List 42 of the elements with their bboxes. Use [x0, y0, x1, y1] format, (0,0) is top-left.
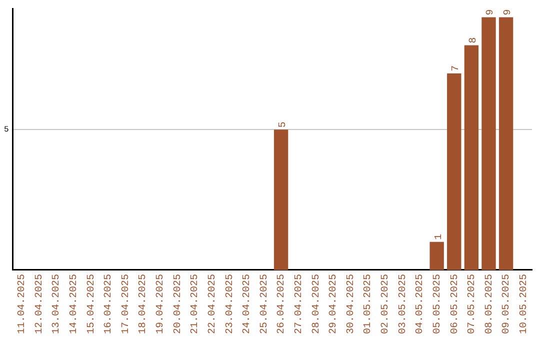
bar	[464, 45, 479, 270]
x-tick-label: 12.04.2025	[34, 274, 46, 334]
x-tick-label: 14.04.2025	[69, 274, 80, 334]
x-tick-label: 24.04.2025	[242, 274, 254, 334]
bar	[274, 130, 288, 270]
x-tick-label: 06.05.2025	[450, 274, 461, 334]
x-tick-label: 26.04.2025	[276, 274, 288, 334]
x-tick-label: 28.04.2025	[311, 274, 322, 334]
data-label: 9	[503, 9, 514, 16]
x-tick-label: 15.04.2025	[86, 274, 98, 334]
x-tick-label: 23.04.2025	[224, 274, 236, 334]
x-tick-label: 22.04.2025	[207, 274, 218, 334]
bar	[498, 17, 514, 270]
x-tick-label: 27.04.2025	[294, 274, 305, 334]
data-label: 7	[451, 65, 462, 72]
x-tick-label: 09.05.2025	[502, 274, 513, 334]
x-tick-label: 17.04.2025	[120, 274, 132, 334]
data-label: 9	[486, 9, 497, 16]
x-tick-label: 20.04.2025	[172, 274, 184, 334]
x-tick-label: 11.04.2025	[17, 274, 28, 334]
x-tick-label: 05.05.2025	[432, 274, 444, 334]
x-tick-label: 10.05.2025	[518, 274, 530, 334]
x-tick-label: 03.05.2025	[398, 274, 409, 334]
x-tick-label: 25.04.2025	[259, 274, 270, 334]
bar	[430, 242, 444, 270]
x-tick-label: 19.04.2025	[156, 274, 167, 334]
data-label: 1	[434, 234, 445, 240]
x-tick-label: 01.05.2025	[363, 274, 374, 334]
x-tick-label: 18.04.2025	[138, 274, 150, 334]
x-tick-label: 16.04.2025	[104, 274, 115, 334]
x-tick-label: 30.04.2025	[346, 274, 357, 334]
x-tick-label: 07.05.2025	[467, 274, 478, 334]
x-tick-label: 08.05.2025	[484, 274, 496, 334]
bar	[482, 17, 496, 270]
x-tick-label: 29.04.2025	[328, 274, 340, 334]
x-tick-label: 02.05.2025	[380, 274, 392, 334]
x-tick-label: 13.04.2025	[52, 274, 63, 334]
data-label: 8	[468, 37, 480, 44]
x-tick-label: 04.05.2025	[415, 274, 426, 334]
data-label: 5	[278, 122, 290, 128]
x-tick-label: 21.04.2025	[190, 274, 202, 334]
bar	[447, 73, 462, 270]
